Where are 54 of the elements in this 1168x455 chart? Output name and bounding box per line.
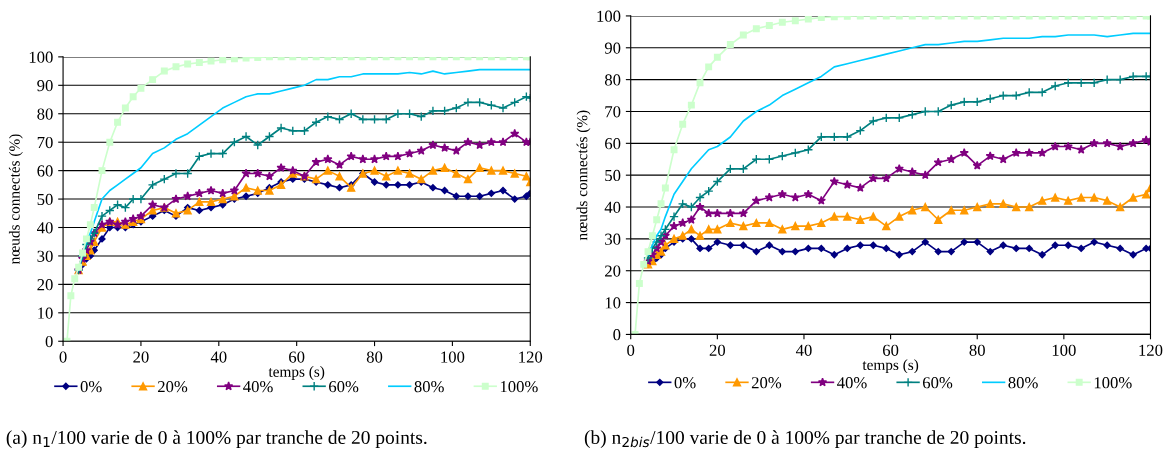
x-axis-title: temps (s) — [862, 359, 919, 374]
legend-label: 0% — [674, 377, 696, 389]
y-tick-label: 100 — [29, 51, 53, 63]
x-tick-label: 60 — [289, 351, 305, 363]
y-tick-label: 10 — [38, 307, 53, 319]
y-tick-label: 100 — [597, 10, 621, 22]
x-tick-label: 40 — [210, 351, 227, 363]
x-tick-label: 120 — [1139, 344, 1163, 356]
y-tick-label: 60 — [37, 165, 53, 177]
y-tick-label: 10 — [605, 297, 621, 309]
x-tick-label: 20 — [709, 344, 726, 356]
text: (a) n$_{1}$/100 varie de 0 à 100% par tranche de 20 points. — [6, 430, 427, 448]
legend-label: 40% — [243, 381, 273, 393]
y-tick-label: 50 — [37, 193, 53, 206]
y-tick-label: 70 — [37, 136, 53, 149]
x-tick-label: 40 — [795, 344, 812, 356]
text: (b) n$_{2bis}$/100 varie de 0 à 100% par tranche de 20 points. — [584, 430, 1026, 448]
legend-label: 100% — [500, 381, 538, 393]
x-tick-label: 60 — [882, 344, 899, 356]
y-tick-label: 60 — [605, 138, 621, 150]
y-tick-label: 20 — [605, 265, 621, 277]
y-tick-label: 70 — [605, 106, 621, 118]
y-tick-label: 50 — [605, 169, 621, 182]
x-tick-label: 20 — [133, 351, 149, 363]
x-tick-label: 100 — [1052, 344, 1076, 356]
x-tick-label: 80 — [366, 351, 383, 363]
y-axis-title: nœuds connectés (%) — [576, 110, 591, 241]
y-tick-label: 0 — [613, 329, 621, 341]
legend-label: 60% — [922, 377, 953, 389]
y-tick-label: 0 — [45, 335, 53, 348]
y-tick-label: 30 — [605, 233, 621, 245]
x-tick-label: 120 — [519, 351, 543, 363]
x-tick-label: 0 — [59, 351, 67, 363]
legend-label: 20% — [751, 377, 782, 389]
legend-label: 80% — [1008, 377, 1038, 389]
y-tick-label: 90 — [604, 42, 621, 54]
y-tick-label: 30 — [37, 250, 53, 262]
y-tick-label: 80 — [604, 74, 621, 86]
y-tick-label: 90 — [37, 80, 53, 92]
legend-label: 20% — [157, 381, 188, 393]
y-axis-title: nœuds connectés (%) — [8, 134, 23, 265]
x-tick-label: 80 — [969, 344, 985, 356]
y-tick-label: 40 — [37, 222, 53, 234]
y-tick-label: 80 — [37, 108, 53, 120]
legend-label: 80% — [414, 381, 444, 393]
x-tick-label: 100 — [441, 351, 465, 363]
legend-label: 40% — [837, 377, 867, 389]
legend-label: 100% — [1094, 377, 1132, 389]
y-tick-label: 40 — [604, 201, 621, 213]
x-axis-title: temps (s) — [268, 366, 325, 380]
y-tick-label: 20 — [37, 279, 53, 291]
legend-label: 0% — [80, 381, 102, 393]
legend-label: 60% — [329, 381, 359, 393]
x-tick-label: 0 — [627, 344, 635, 356]
